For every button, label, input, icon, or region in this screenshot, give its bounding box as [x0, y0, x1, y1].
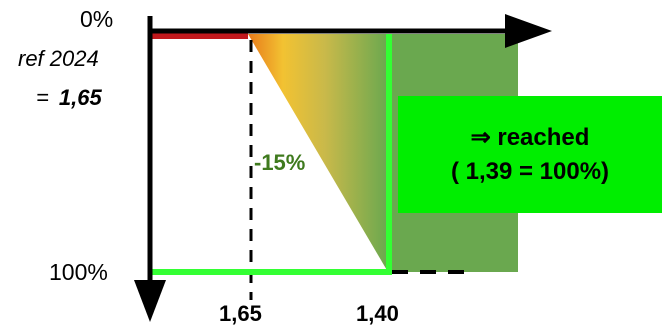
ref-label: ref 2024 — [18, 46, 99, 71]
top-label: 0% — [80, 6, 114, 32]
tick-label: 1,40 — [356, 301, 399, 326]
result-line-2: ( 1,39 = 100%) — [450, 157, 610, 185]
y-axis-arrow — [134, 280, 166, 322]
ref-value: = 1,65 — [36, 85, 102, 111]
result-line-1: ⇒ reached — [470, 123, 590, 151]
x-axis-arrow — [505, 14, 552, 48]
equals-sign: = — [36, 85, 49, 110]
reduction-wedge — [248, 34, 388, 272]
ref-value-number: 1,65 — [58, 85, 102, 110]
result-box: ⇒ reached ( 1,39 = 100%) — [398, 96, 662, 213]
bottom-label: 100% — [49, 259, 108, 285]
reduction-label: -15% — [254, 150, 306, 175]
tick-label: 1,65 — [219, 301, 262, 326]
